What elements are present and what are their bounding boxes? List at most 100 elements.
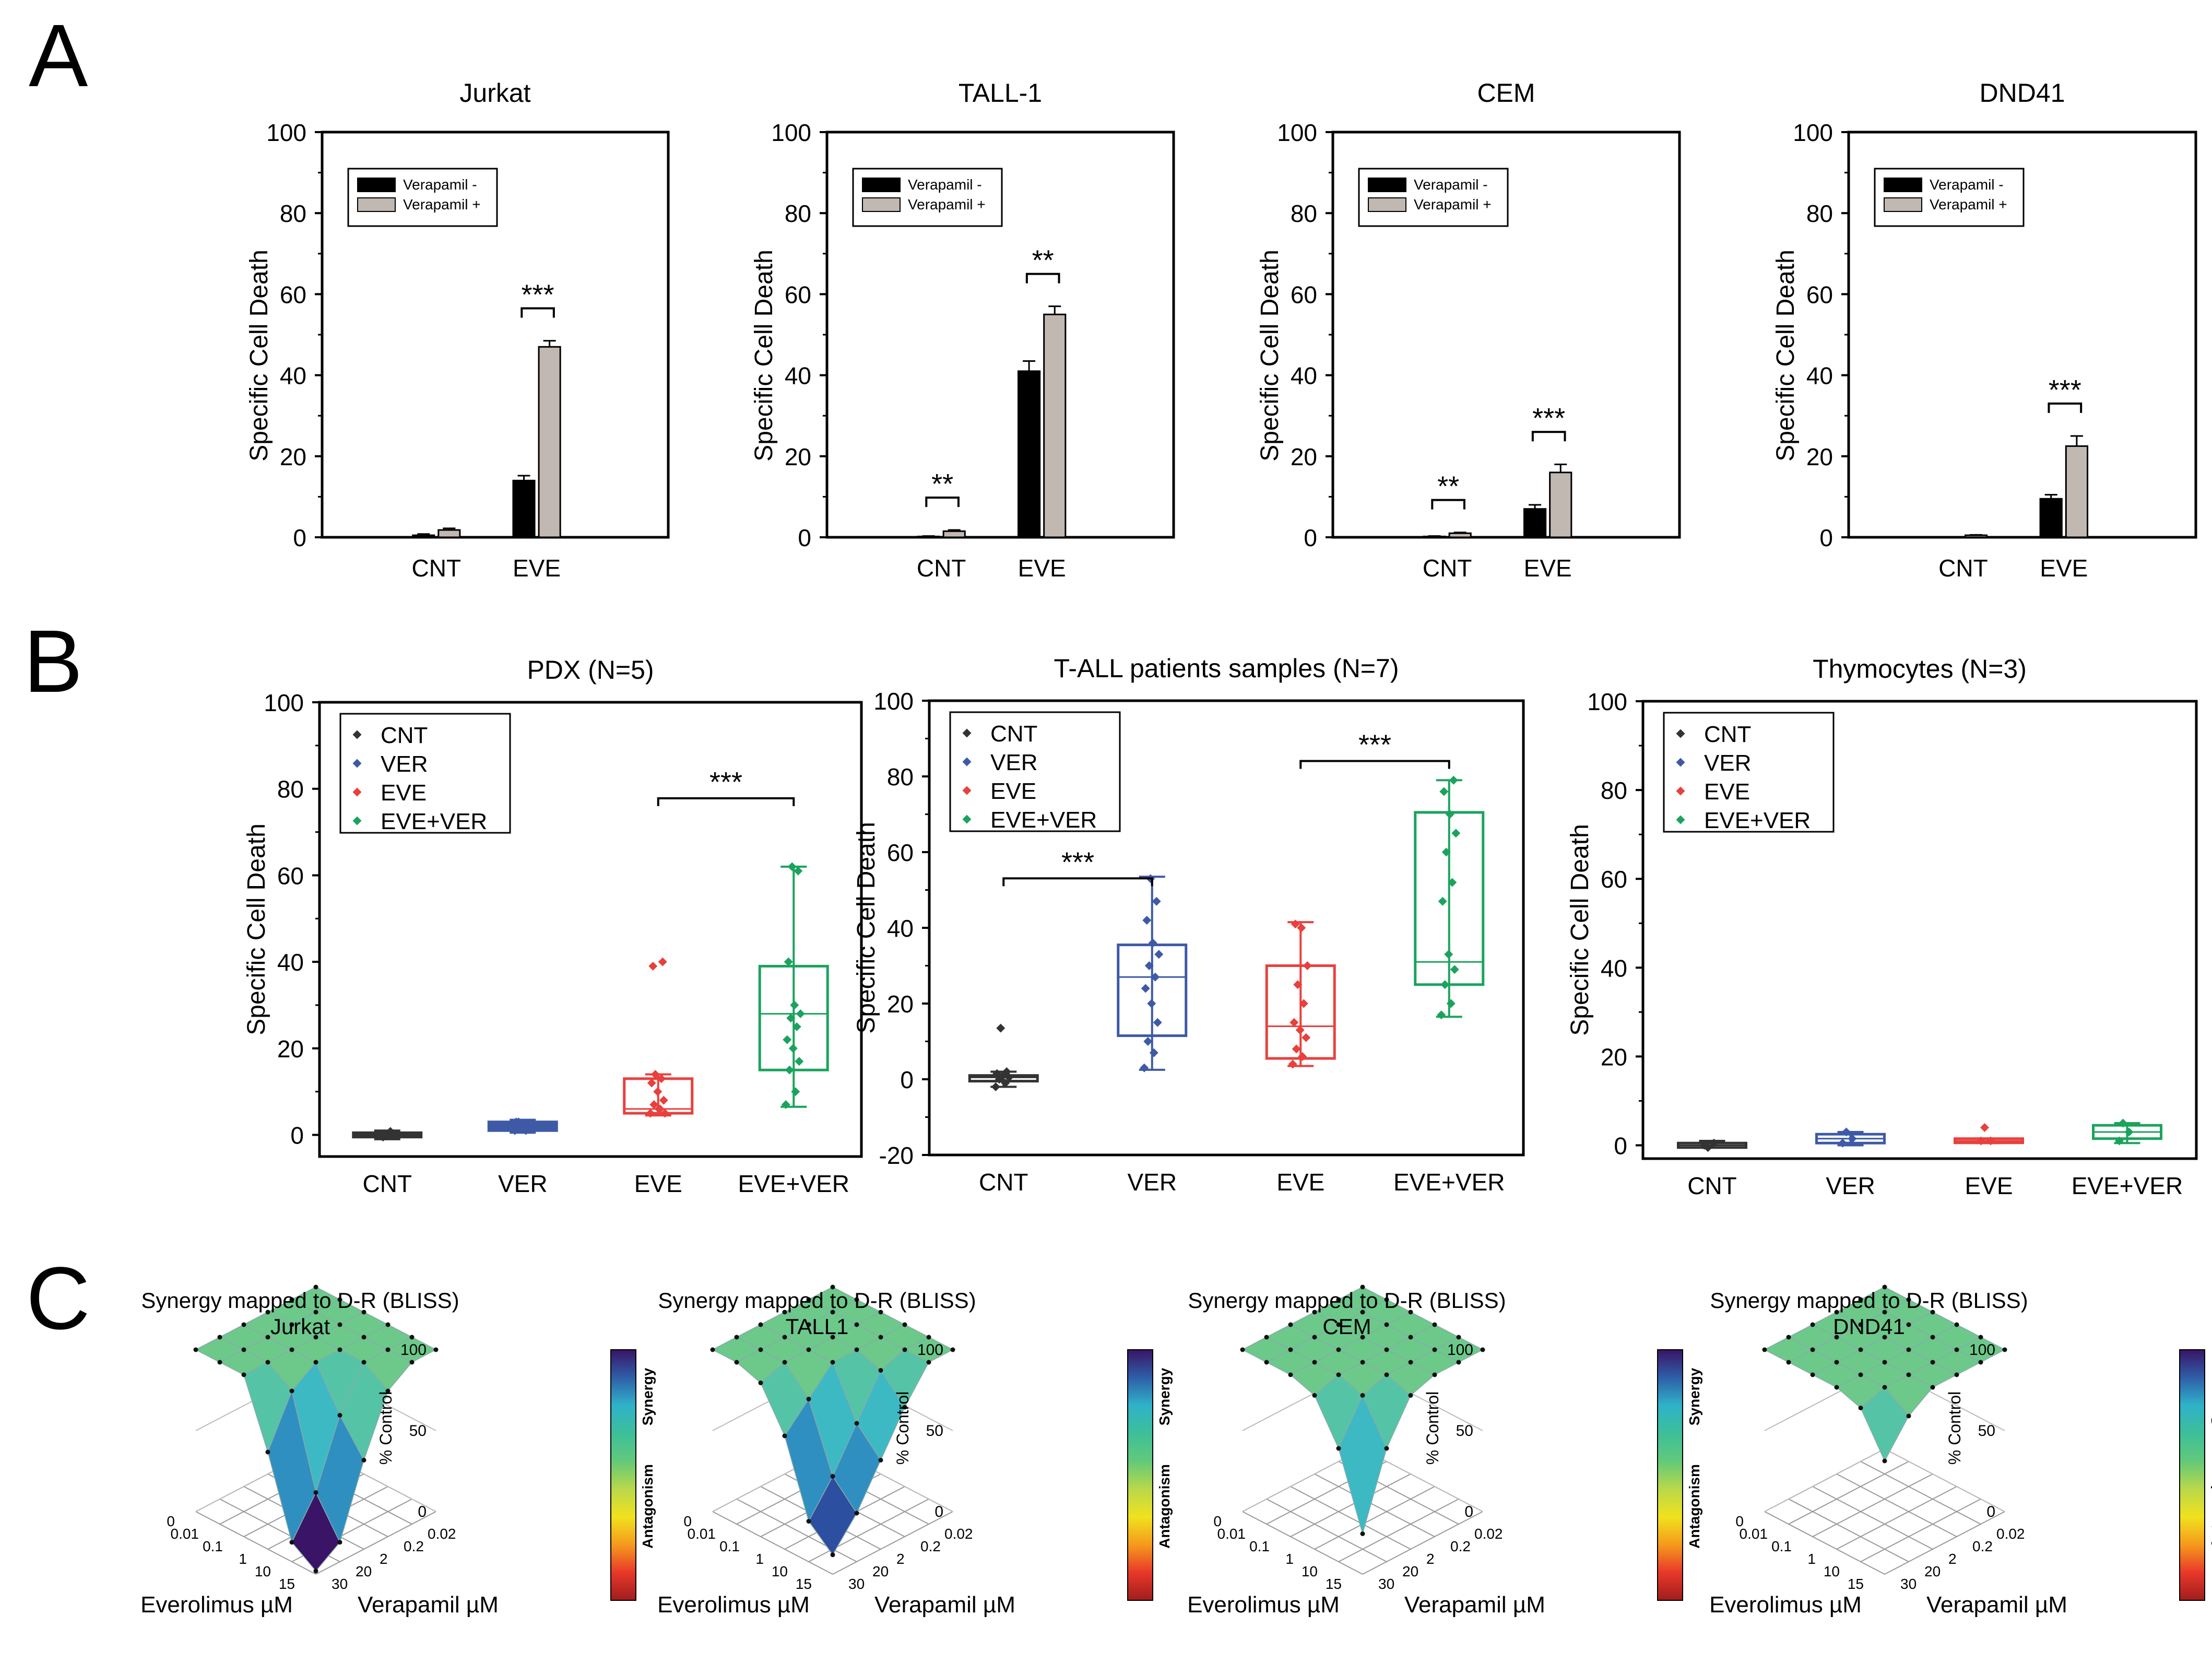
legend-label: EVE+VER [381, 809, 487, 834]
data-point [1291, 919, 1300, 929]
floor-grid-line [1764, 1511, 1885, 1575]
surface-node [1432, 1372, 1437, 1377]
x-tick-label: EVE [1965, 1172, 2013, 1199]
surface-node [241, 1322, 246, 1327]
floor-grid-line [736, 1499, 857, 1562]
surface-node [710, 1347, 715, 1352]
data-point [1441, 847, 1451, 857]
significance-bracket [1025, 273, 1060, 284]
bar [942, 530, 966, 538]
surface-node [1384, 1347, 1389, 1352]
x-tick-label: 0.01 [1740, 1526, 1768, 1542]
legend-marker [1676, 729, 1685, 738]
significance-stars: *** [1358, 729, 1391, 761]
floor-grid-line [1860, 1461, 1981, 1525]
surface-node [1456, 1335, 1461, 1340]
x-tick-label: CNT [1423, 555, 1472, 582]
significance-stars: *** [1532, 403, 1565, 434]
floor-grid-line [1290, 1473, 1411, 1537]
data-point [1293, 980, 1303, 989]
surface-node [806, 1519, 811, 1524]
data-point [1980, 1123, 1989, 1132]
x-tick-label: EVE [1524, 555, 1572, 582]
legend-marker [1676, 758, 1685, 767]
x-tick-label: 0.1 [719, 1538, 740, 1554]
surface-node [1954, 1372, 1959, 1377]
floor-grid-line [1242, 1511, 1363, 1575]
legend-label: Verapamil + [403, 196, 481, 213]
surface-node [361, 1335, 366, 1340]
floor-grid-line [1314, 1473, 1435, 1537]
y-axis-label: Verapamil µM [1926, 1592, 2067, 1618]
chart-subtitle: CEM [1322, 1314, 1371, 1339]
x-tick-label: 1 [1285, 1551, 1294, 1567]
colorbar-label-antagonism: Antagonism [2208, 1464, 2212, 1549]
legend-marker [352, 730, 362, 739]
chart-title: T-ALL patients samples (N=7) [1054, 654, 1399, 683]
data-point [1152, 897, 1161, 906]
y-tick-label: 80 [785, 200, 811, 227]
data-point [1838, 1138, 1847, 1148]
data-point [1445, 810, 1454, 819]
data-point [649, 1100, 659, 1110]
surface-node [734, 1360, 739, 1365]
data-point [785, 1065, 794, 1075]
floor-grid-line [195, 1511, 316, 1575]
z-tick-label: 50 [926, 1422, 943, 1440]
significance-bracket [1531, 431, 1566, 442]
surface-node [313, 1284, 318, 1290]
legend-label: Verapamil + [1414, 196, 1492, 213]
data-point [1449, 775, 1458, 785]
y-tick-label: 20 [356, 1563, 372, 1579]
panel-label-c: C [26, 1249, 90, 1348]
x-tick-label: 0.1 [203, 1538, 223, 1554]
x-tick-label: 15 [796, 1576, 812, 1592]
x-tick-label: CNT [1938, 555, 1988, 582]
surface-node [926, 1335, 931, 1340]
legend-label: Verapamil - [1930, 176, 2004, 193]
chart-subtitle: Jurkat [270, 1314, 330, 1339]
surface-node [337, 1322, 342, 1327]
x-tick-label: EVE [2040, 555, 2088, 582]
data-point [1297, 923, 1306, 933]
surface-node [1834, 1385, 1839, 1390]
significance-bracket [2048, 402, 2083, 413]
surface-node [926, 1360, 931, 1365]
chart-title: PDX (N=5) [527, 655, 654, 685]
data-point [647, 1078, 656, 1088]
data-point [2115, 1136, 2124, 1146]
data-point [1439, 787, 1449, 796]
surface-node [289, 1347, 294, 1352]
surface-node [1408, 1335, 1413, 1340]
y-tick-label: 80 [887, 763, 914, 791]
y-axis-label: Specific Cell Death [1772, 250, 1800, 462]
surface-node [734, 1335, 739, 1340]
surface-node [1930, 1385, 1935, 1390]
significance-stars: ** [1032, 245, 1054, 276]
y-tick-label: 40 [887, 915, 914, 942]
x-tick-label: EVE [1018, 555, 1066, 582]
data-point [658, 957, 667, 966]
y-tick-label: 80 [1601, 777, 1627, 804]
data-point [1144, 961, 1154, 970]
surface-node [1336, 1322, 1341, 1327]
data-point [657, 1074, 666, 1083]
surface-node [1336, 1446, 1341, 1451]
significance-stars: ** [1437, 471, 1459, 502]
data-point [1140, 1063, 1149, 1072]
legend-label: EVE [381, 780, 427, 806]
floor-grid-line [1266, 1499, 1387, 1562]
surface-node [385, 1347, 391, 1352]
x-tick-label: 0.01 [688, 1526, 716, 1542]
surface-node [758, 1347, 763, 1352]
z-tick-label: 0 [935, 1503, 943, 1520]
y-tick-label: 100 [1587, 688, 1627, 715]
surface-node [409, 1360, 415, 1365]
surface-node [337, 1297, 342, 1302]
surface-node [1312, 1335, 1317, 1340]
data-point [1302, 1033, 1311, 1042]
data-point [786, 1013, 796, 1023]
legend: Verapamil - Verapamil + [347, 168, 498, 227]
surface-node [313, 1490, 318, 1495]
